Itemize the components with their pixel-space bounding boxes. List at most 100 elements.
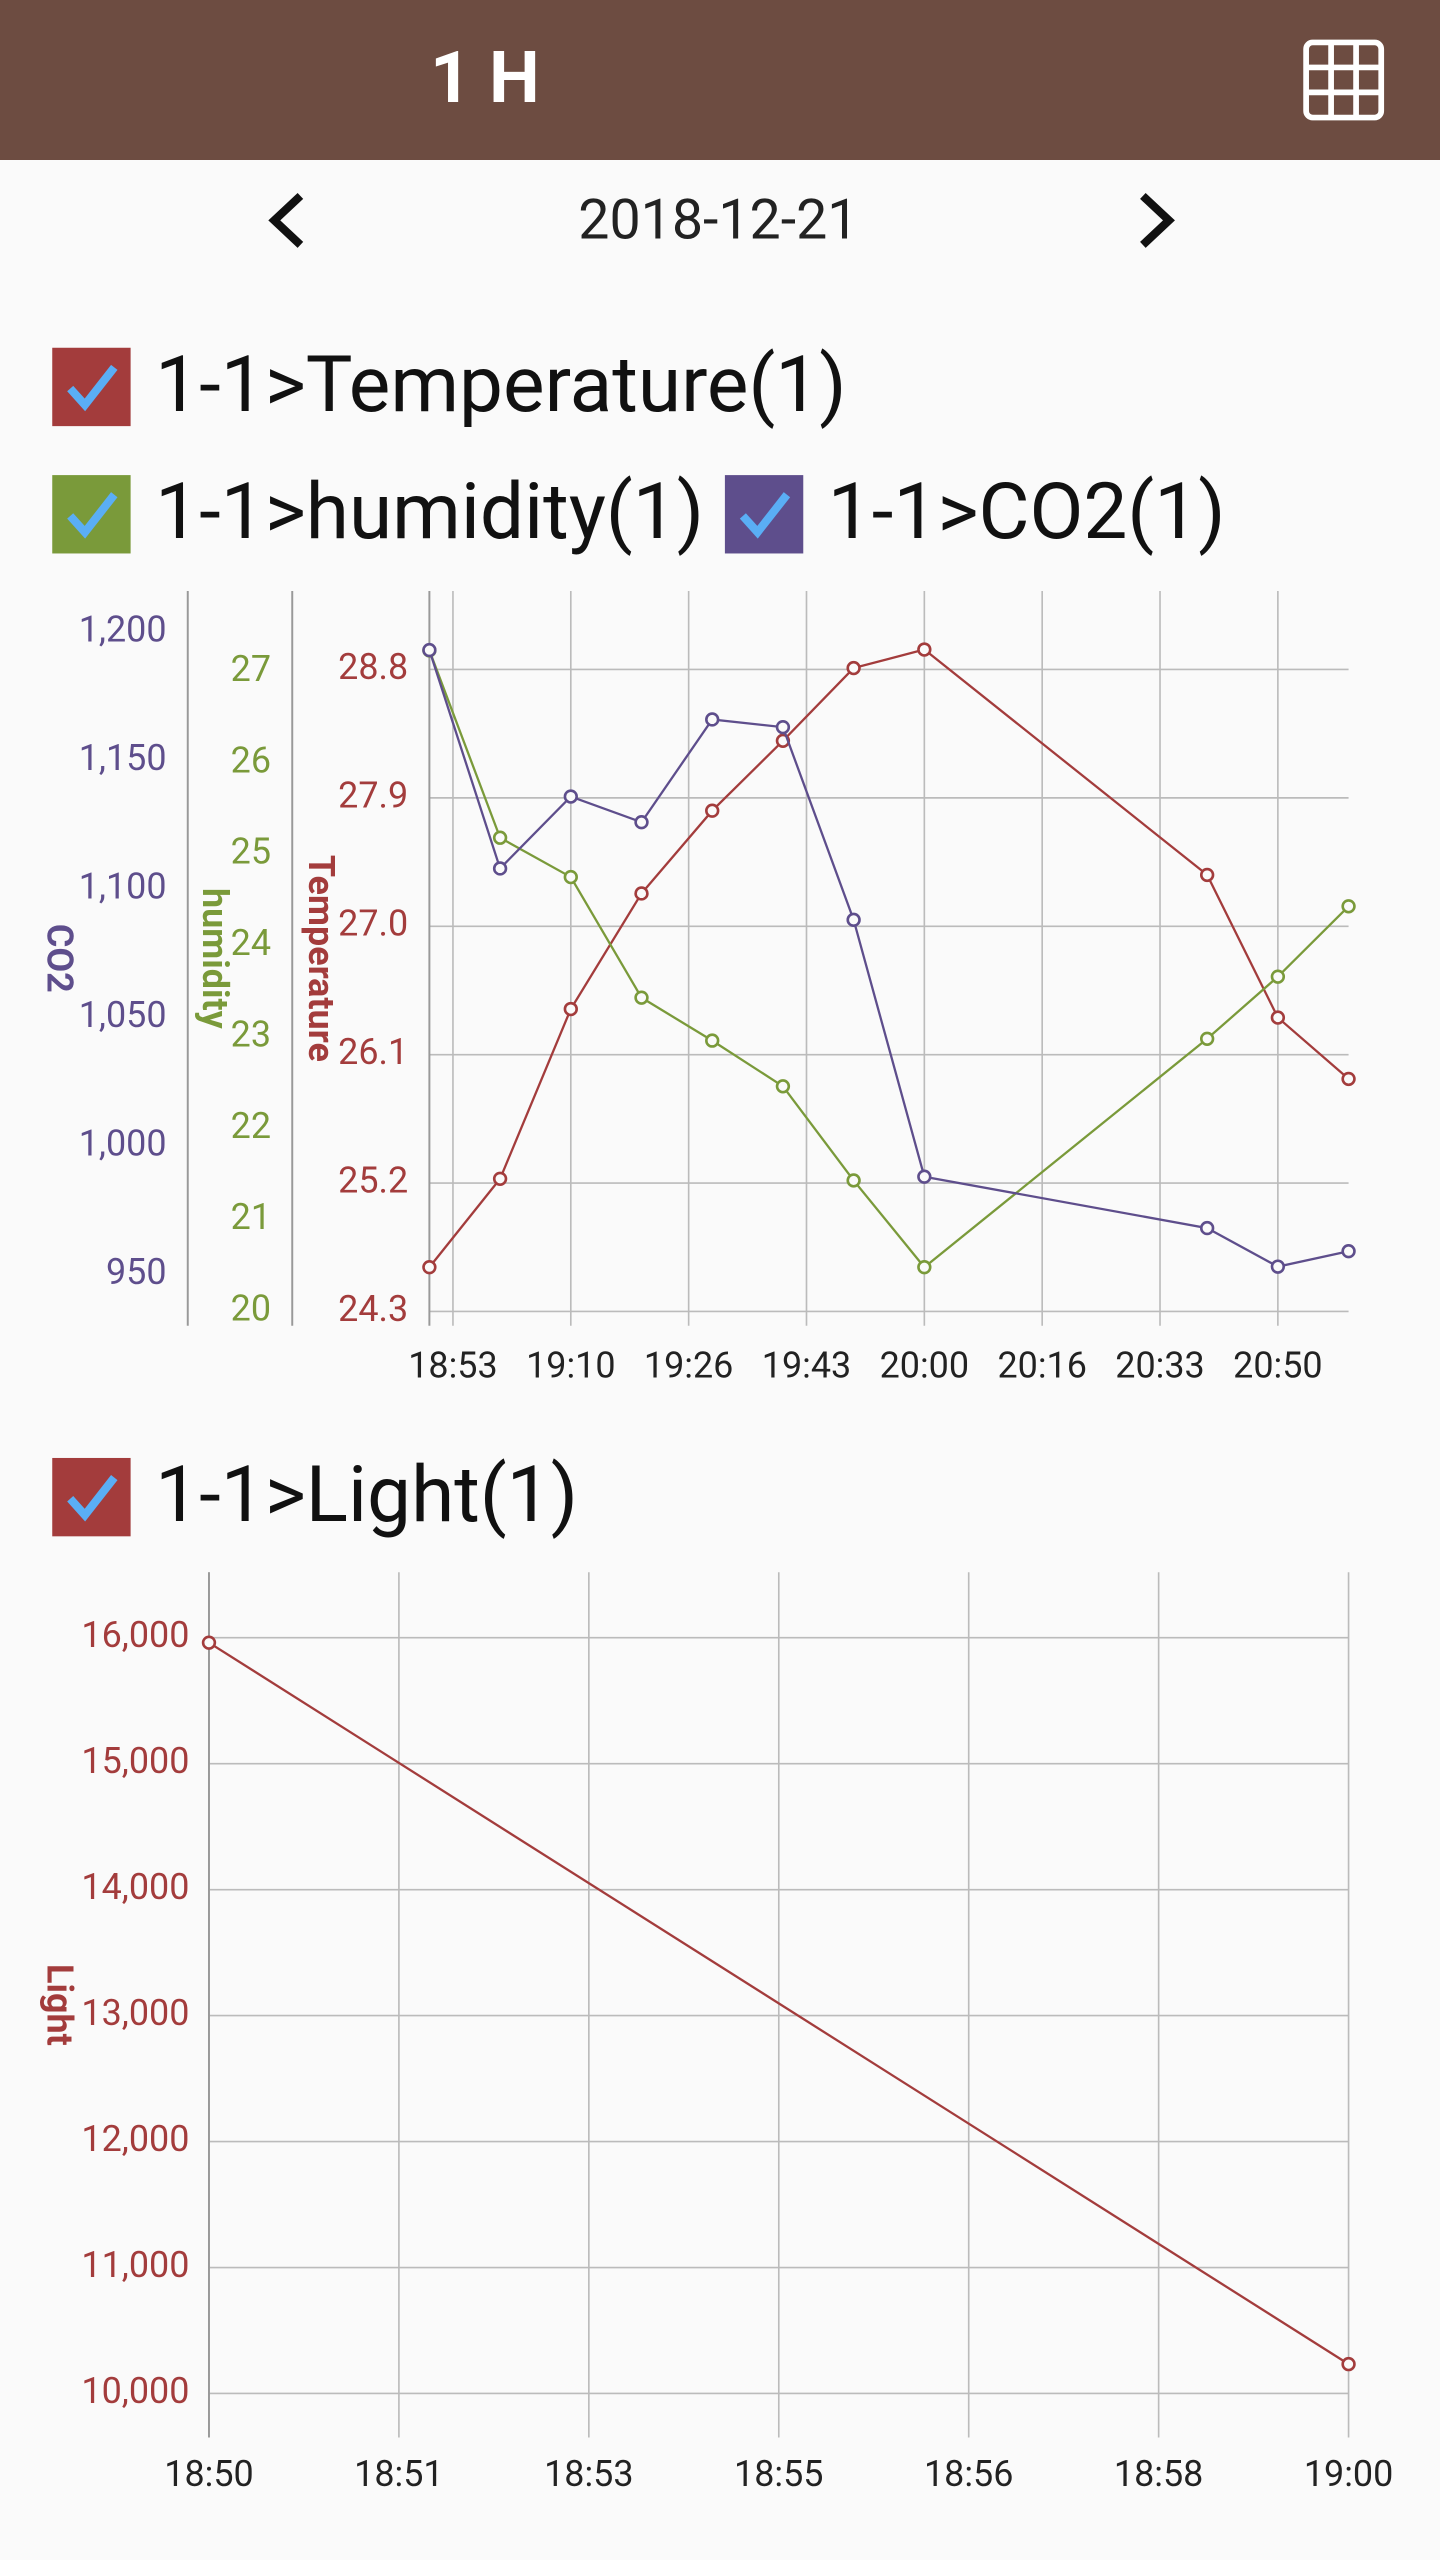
data-point <box>492 1171 508 1186</box>
y-axis-title: CO2 <box>39 924 81 993</box>
y-tick-label: 24.3 <box>338 1288 408 1330</box>
app-bar <box>0 0 1440 160</box>
data-point <box>846 912 861 928</box>
grid-menu-icon[interactable] <box>1303 39 1385 121</box>
x-tick-label: 20:16 <box>997 1345 1086 1387</box>
data-point <box>775 719 791 735</box>
y-axis-title: Light <box>39 1964 81 2046</box>
legend-label: 1-1>humidity(1) <box>155 466 704 558</box>
app-title: 1 H <box>430 35 540 120</box>
y-axis-title: humidity <box>194 888 236 1030</box>
y-tick-label: 1,050 <box>79 994 167 1036</box>
data-point <box>422 1260 437 1275</box>
y-tick-label: 10,000 <box>81 2370 189 2412</box>
data-point <box>563 789 578 804</box>
y-tick-label: 950 <box>106 1251 167 1293</box>
legend-check <box>739 492 791 539</box>
data-point <box>563 869 578 885</box>
y-tick-label: 23 <box>231 1013 271 1055</box>
legend-label: 1-1>Light(1) <box>155 1449 578 1541</box>
y-tick-label: 14,000 <box>81 1866 189 1908</box>
data-point <box>1341 1071 1356 1087</box>
x-tick-label: 20:00 <box>880 1345 969 1387</box>
data-point <box>1270 1010 1286 1025</box>
data-point <box>1199 1220 1215 1236</box>
x-tick-label: 18:51 <box>354 2453 443 2495</box>
legend-check <box>67 1475 118 1522</box>
y-tick-label: 13,000 <box>81 1992 189 2034</box>
y-tick-label: 26.1 <box>338 1031 408 1073</box>
y-tick-label: 21 <box>231 1196 271 1238</box>
legend-check <box>67 364 118 412</box>
legend-checkbox[interactable] <box>52 475 131 554</box>
x-tick-label: 18:55 <box>734 2453 823 2495</box>
y-tick-label: 12,000 <box>81 2118 189 2160</box>
y-tick-label: 1,100 <box>79 865 167 907</box>
data-point <box>705 712 720 727</box>
data-point <box>705 1033 720 1048</box>
data-point <box>917 1260 932 1275</box>
data-point <box>917 1169 932 1184</box>
data-point <box>775 1079 791 1094</box>
data-point <box>201 1635 217 1650</box>
y-tick-label: 1,150 <box>79 737 167 779</box>
y-tick-label: 27.0 <box>338 903 408 945</box>
y-tick-label: 26 <box>231 739 271 781</box>
y-tick-label: 25.2 <box>338 1160 408 1202</box>
legend-label: 1-1>CO2(1) <box>828 466 1226 558</box>
y-tick-label: 27 <box>231 648 271 690</box>
data-point <box>492 861 508 876</box>
x-tick-label: 18:56 <box>924 2453 1013 2495</box>
y-tick-label: 28.8 <box>338 646 408 688</box>
x-tick-label: 19:26 <box>644 1345 733 1387</box>
x-tick-label: 20:33 <box>1115 1345 1204 1387</box>
x-tick-label: 19:00 <box>1304 2453 1393 2495</box>
data-point <box>1341 899 1356 914</box>
data-point <box>1270 1259 1286 1274</box>
series-line <box>208 1641 1350 2366</box>
y-tick-label: 24 <box>231 922 271 964</box>
x-tick-label: 18:53 <box>408 1345 497 1387</box>
data-point <box>846 1173 861 1188</box>
y-axis-title: Temperature <box>300 855 342 1062</box>
y-tick-label: 15,000 <box>81 1740 189 1782</box>
data-point <box>846 660 861 676</box>
data-point <box>634 815 649 830</box>
data-point <box>492 830 508 845</box>
legend-check <box>67 492 118 539</box>
y-tick-label: 11,000 <box>81 2244 189 2286</box>
data-point <box>422 642 437 658</box>
data-point <box>1199 867 1215 883</box>
data-point <box>917 642 932 657</box>
x-tick-label: 20:50 <box>1233 1345 1322 1387</box>
y-tick-label: 1,200 <box>79 609 167 651</box>
data-point <box>634 886 649 901</box>
x-tick-label: 19:10 <box>526 1345 615 1387</box>
x-tick-label: 18:58 <box>1114 2453 1203 2495</box>
data-point <box>1199 1031 1215 1046</box>
data-point <box>705 803 720 818</box>
data-point <box>1341 2356 1356 2372</box>
prev-date-button[interactable] <box>268 192 304 248</box>
next-date-button[interactable] <box>1140 192 1175 248</box>
y-tick-label: 27.9 <box>338 774 408 816</box>
y-tick-label: 16,000 <box>81 1614 189 1656</box>
data-point <box>563 1001 578 1017</box>
x-tick-label: 19:43 <box>762 1345 851 1387</box>
legend-checkbox[interactable] <box>724 475 804 554</box>
y-tick-label: 22 <box>231 1105 271 1147</box>
date-label: 2018-12-21 <box>578 187 858 252</box>
data-point <box>634 990 649 1005</box>
x-tick-label: 18:50 <box>164 2453 253 2495</box>
y-tick-label: 20 <box>231 1288 271 1330</box>
legend-checkbox[interactable] <box>52 347 131 427</box>
y-tick-label: 25 <box>231 831 271 873</box>
data-point <box>1270 969 1286 984</box>
y-tick-label: 1,000 <box>79 1122 167 1164</box>
x-tick-label: 18:53 <box>544 2453 633 2495</box>
legend-checkbox[interactable] <box>52 1457 131 1537</box>
data-point <box>1341 1244 1356 1259</box>
